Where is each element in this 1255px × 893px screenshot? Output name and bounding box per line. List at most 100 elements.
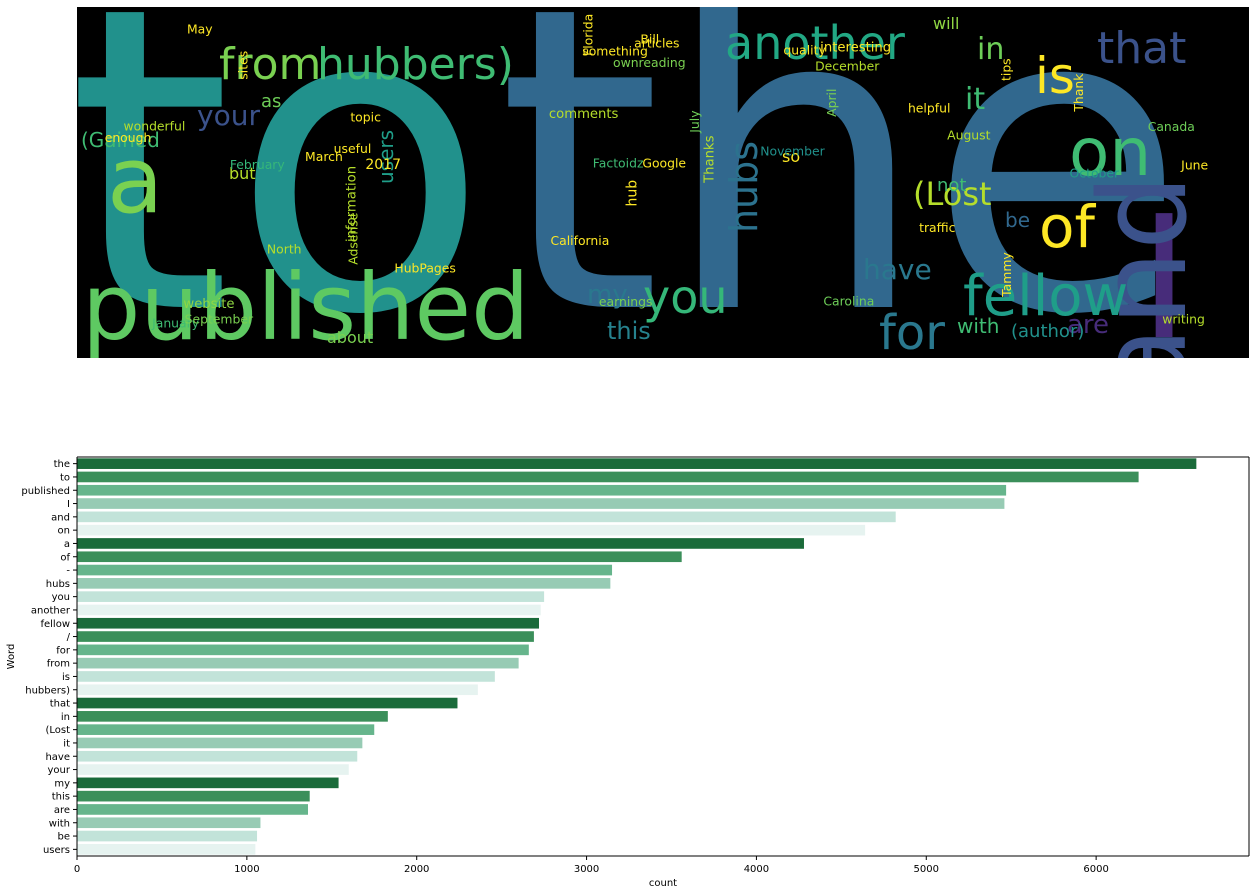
cloud-word: Florida [580,14,595,56]
x-tick-label: 0 [74,864,80,875]
cloud-word: (Gained [81,128,160,152]
cloud-word: North [267,241,302,256]
y-tick-label: you [52,592,70,603]
y-tick-label: be [58,832,71,843]
cloud-word: traffic [919,220,956,235]
cloud-word: December [815,59,880,74]
cloud-word: your [197,99,260,132]
cloud-word: articles [634,36,679,51]
y-tick-label: a [64,539,70,550]
bar [77,604,541,616]
cloud-word: interesting [820,41,891,56]
x-tick-label: 4000 [744,864,769,875]
y-tick-label: fellow [40,619,70,630]
cloud-word: not [937,175,966,196]
cloud-word: website [183,297,234,312]
y-tick-label: hubs [46,579,70,590]
cloud-word: Carolina [823,293,874,308]
cloud-word: tips [999,58,1014,81]
cloud-word: August [947,128,991,143]
bar [77,764,349,775]
cloud-word: information [345,166,360,242]
y-tick-label: that [50,699,70,710]
y-tick-label: - [66,566,70,577]
cloud-word: January [151,316,199,331]
cloud-word: have [863,253,932,286]
y-tick-label: hubbers) [25,685,70,696]
cloud-word: topic [350,110,381,125]
x-tick-label: 2000 [404,864,429,875]
y-tick-label: is [62,672,70,683]
y-tick-label: to [60,472,70,483]
y-tick-label: it [63,738,70,749]
bar [77,750,358,762]
cloud-word: comments [549,107,619,122]
bar [77,711,388,722]
bars-layer [77,458,1197,855]
y-tick-label: of [60,552,70,563]
cloud-word: 2017 [365,157,401,173]
y-axis-label: Word [6,644,17,670]
cloud-word: hubbers) [317,39,514,90]
cloud-word: Canada [1148,119,1195,134]
cloud-word: for [879,305,945,358]
bar [77,724,375,735]
cloud-word: the [497,7,1186,358]
y-tick-label: in [61,712,70,723]
cloud-word: is [1035,47,1075,105]
cloud-word: September [185,311,254,326]
cloud-word: writing [1162,312,1205,327]
bar [77,617,540,629]
bar [77,551,682,563]
y-tick-label: with [49,818,70,829]
cloud-word: April [824,89,839,117]
cloud-word: Bill [640,32,659,47]
x-tick-label: 1000 [234,864,259,875]
bar [77,498,1005,509]
cloud-word: but [229,164,256,183]
cloud-word: it [965,82,985,117]
bar [77,458,1197,469]
x-tick-label: 6000 [1083,864,1108,875]
bar [77,737,363,749]
cloud-word: ownreading [613,55,686,70]
cloud-word: October [1070,166,1120,181]
bar [77,657,519,669]
cloud-word: helpful [908,100,950,115]
cloud-word: so [782,147,800,166]
cloud-word: of [1039,193,1096,261]
cloud-word: from [219,39,321,90]
cloud-word: on [1069,114,1151,191]
bar [77,817,261,829]
cloud-word: a [107,127,163,234]
cloud-word: November [760,144,825,159]
cloud-word: May [187,22,213,37]
bar [77,484,1007,496]
bar [77,471,1139,483]
y-tick-label: users [43,845,70,856]
cloud-word: HubPages [394,260,456,275]
bar [77,804,309,815]
cloud-word: enough [105,130,152,145]
cloud-word: sites [235,51,250,80]
cloud-word: will [933,14,959,33]
bar [77,578,611,589]
cloud-word: earnings [599,294,653,309]
y-tick-label: are [54,805,70,816]
cloud-word: be [1005,208,1030,232]
bar [77,684,478,696]
cloud-word: hubs [722,141,766,233]
y-tick-label: I [67,499,70,510]
cloud-word: California [550,233,609,248]
bar [77,538,804,549]
cloud-word: and [1075,174,1214,358]
bar [77,564,613,576]
cloud-word: my [587,280,628,310]
y-tick-label: and [51,512,70,523]
bar [77,524,866,536]
cloud-word: useful [334,141,372,156]
cloud-word: with [957,314,999,338]
